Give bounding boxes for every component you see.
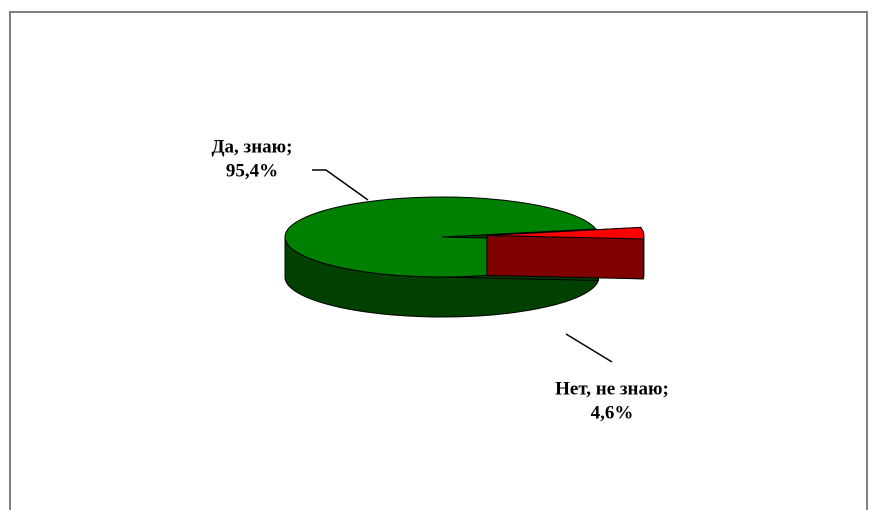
frame — [9, 11, 868, 510]
leader-line — [565, 333, 613, 363]
data-label-value: 4,6% — [591, 402, 634, 423]
pie — [284, 196, 645, 318]
data-label-value: 95,4% — [226, 160, 278, 181]
slice-wall — [486, 234, 644, 280]
data-label-category: Да, знаю; — [211, 136, 292, 157]
slice — [486, 226, 645, 240]
data-label-category: Нет, не знаю; — [555, 378, 669, 399]
leader-line — [312, 169, 369, 201]
